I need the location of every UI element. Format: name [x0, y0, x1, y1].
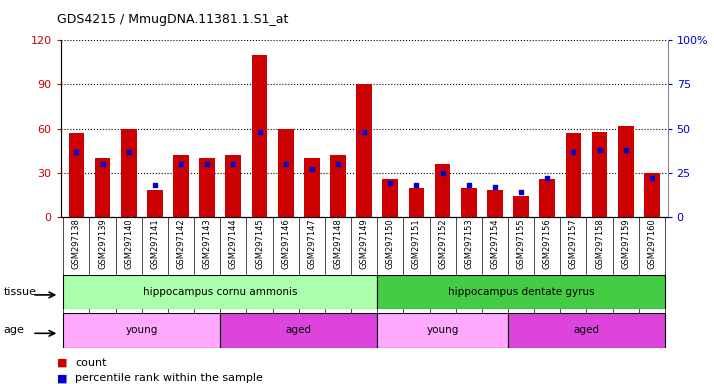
Point: [306, 166, 318, 172]
Point: [253, 129, 265, 135]
Bar: [147, 190, 163, 217]
Bar: [539, 179, 555, 217]
Bar: [199, 158, 215, 217]
Text: aged: aged: [573, 325, 600, 335]
Point: [332, 161, 343, 167]
Bar: [618, 126, 633, 217]
Text: aged: aged: [286, 325, 312, 335]
Text: ■: ■: [57, 373, 68, 383]
Point: [385, 180, 396, 187]
Point: [97, 161, 109, 167]
Point: [123, 149, 134, 155]
Bar: [69, 133, 84, 217]
Text: tissue: tissue: [4, 287, 36, 297]
Point: [176, 161, 187, 167]
Bar: [461, 187, 477, 217]
Text: ■: ■: [57, 358, 68, 368]
Bar: [508, 313, 665, 348]
Bar: [278, 129, 293, 217]
Bar: [95, 158, 111, 217]
Bar: [356, 84, 372, 217]
Point: [437, 170, 448, 176]
Bar: [377, 313, 508, 348]
Point: [201, 161, 213, 167]
Bar: [121, 129, 136, 217]
Bar: [330, 155, 346, 217]
Bar: [377, 275, 665, 309]
Point: [516, 189, 527, 195]
Bar: [251, 55, 267, 217]
Point: [280, 161, 291, 167]
Text: GDS4215 / MmugDNA.11381.1.S1_at: GDS4215 / MmugDNA.11381.1.S1_at: [57, 13, 288, 26]
Text: hippocampus cornu ammonis: hippocampus cornu ammonis: [143, 287, 298, 297]
Point: [463, 182, 475, 188]
Text: percentile rank within the sample: percentile rank within the sample: [75, 373, 263, 383]
Text: young: young: [426, 325, 459, 335]
Bar: [592, 132, 608, 217]
Point: [541, 175, 553, 181]
Bar: [174, 155, 189, 217]
Bar: [226, 155, 241, 217]
Point: [358, 129, 370, 135]
Text: young: young: [126, 325, 158, 335]
Bar: [64, 313, 220, 348]
Point: [620, 147, 631, 153]
Bar: [644, 173, 660, 217]
Bar: [383, 179, 398, 217]
Bar: [64, 275, 377, 309]
Bar: [487, 190, 503, 217]
Point: [489, 184, 501, 190]
Point: [149, 182, 161, 188]
Point: [71, 149, 82, 155]
Bar: [565, 133, 581, 217]
Point: [646, 175, 658, 181]
Point: [594, 147, 605, 153]
Point: [411, 182, 422, 188]
Text: age: age: [4, 325, 24, 335]
Bar: [304, 158, 320, 217]
Bar: [220, 313, 377, 348]
Point: [568, 149, 579, 155]
Bar: [408, 187, 424, 217]
Bar: [513, 196, 529, 217]
Text: hippocampus dentate gyrus: hippocampus dentate gyrus: [448, 287, 595, 297]
Bar: [435, 164, 451, 217]
Text: count: count: [75, 358, 106, 368]
Point: [228, 161, 239, 167]
